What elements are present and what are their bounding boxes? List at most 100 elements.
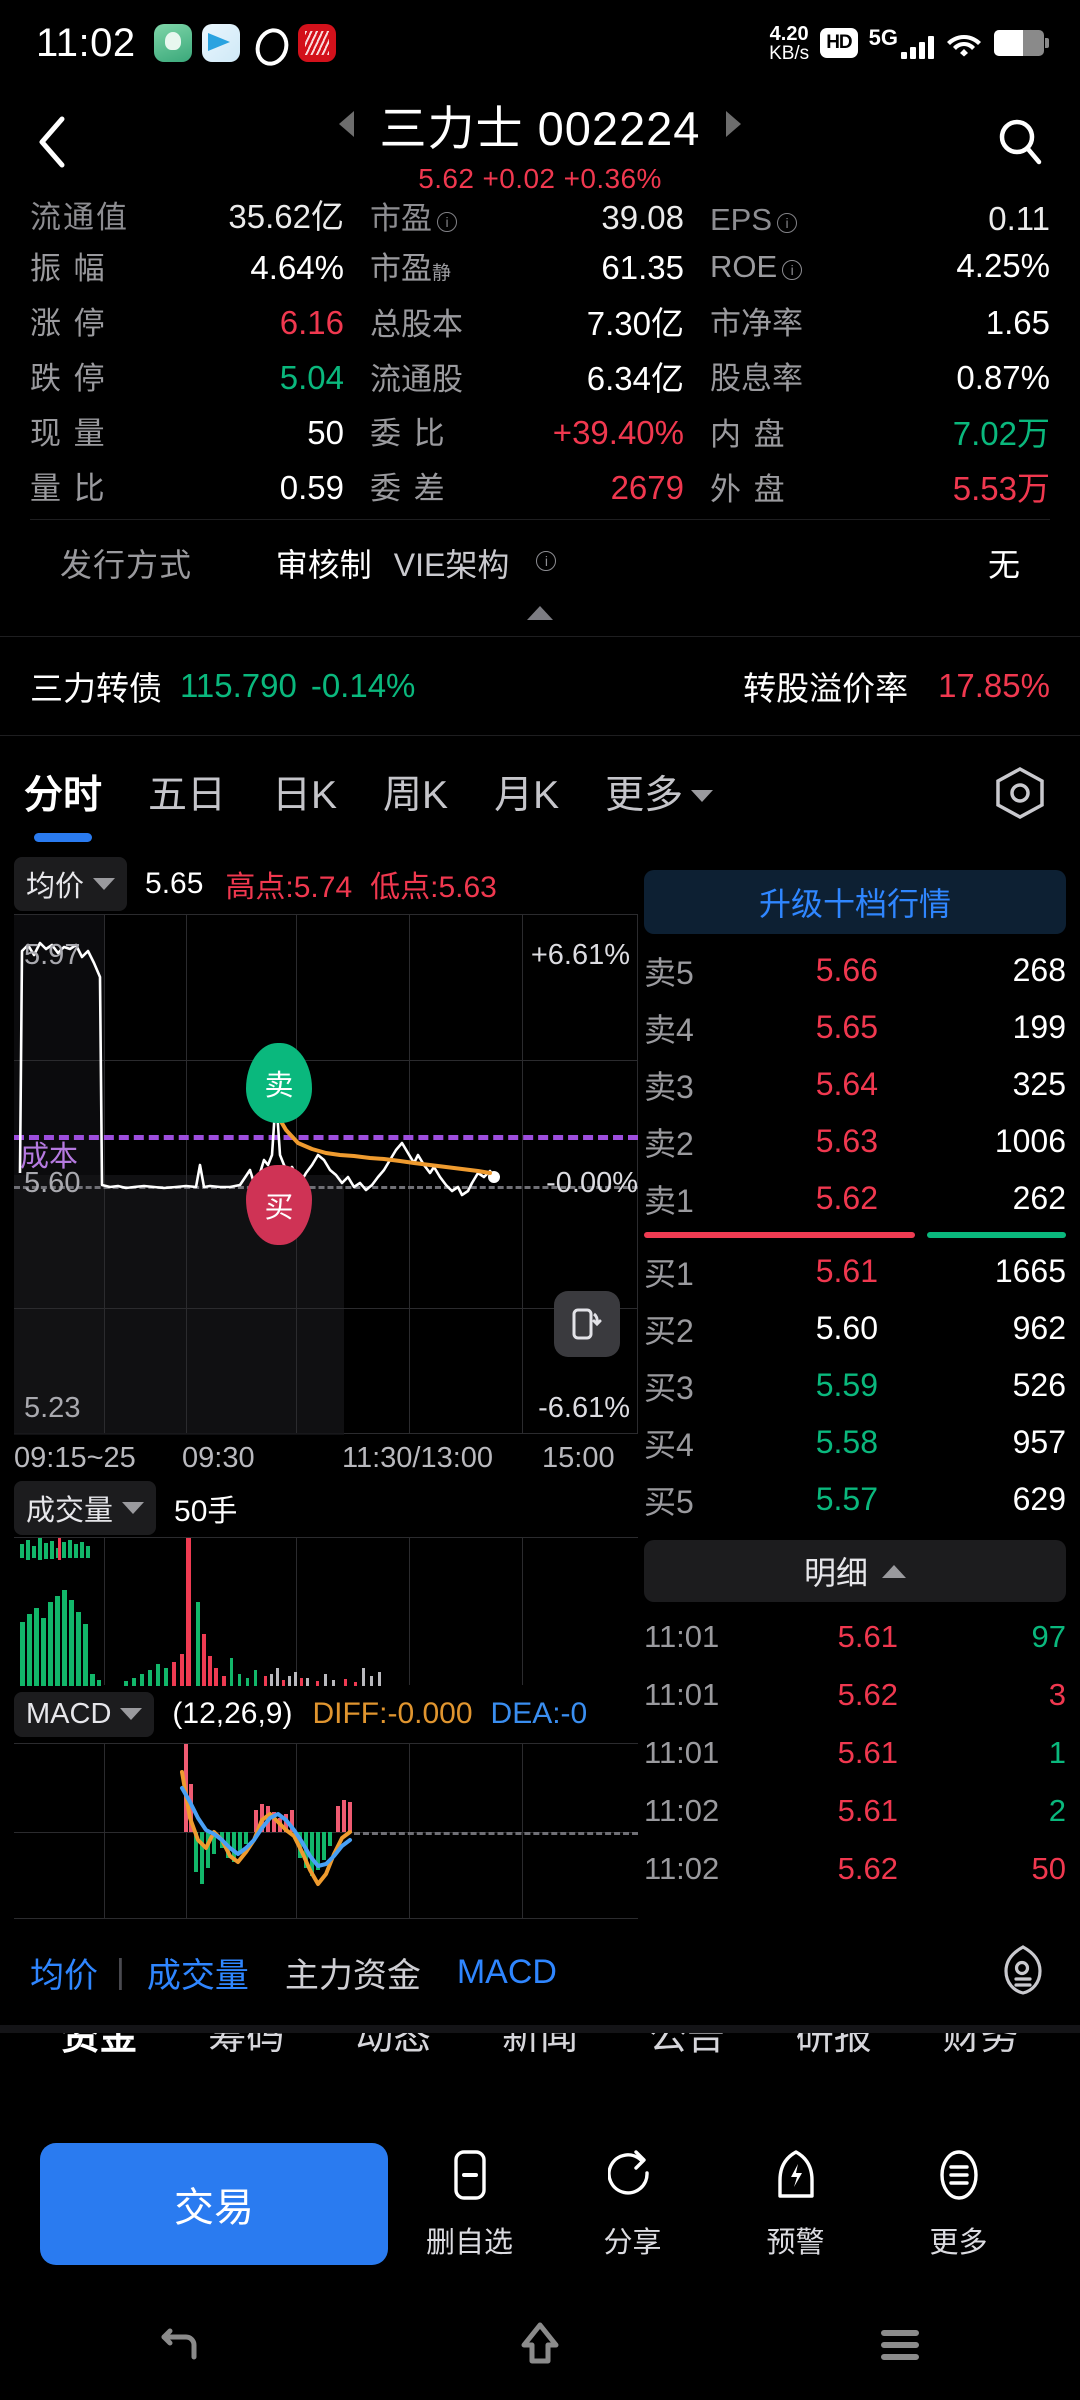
bid-row[interactable]: 买2 5.60 962 [644,1300,1066,1357]
content-tabs: 资金 筹码 动态 新闻 公告 研报 财务 [0,2033,1080,2107]
x-tick: 11:30/13:00 [342,1442,494,1474]
tab-yuek[interactable]: 月K [494,774,560,817]
stat-label: 市盈 [370,201,432,236]
info-icon[interactable]: i [437,212,457,232]
macd-chip[interactable]: MACD [14,1691,155,1737]
bid-price: 5.60 [815,1310,878,1346]
volume-plot[interactable] [14,1537,638,1686]
stat-cell: 流通股 6.34亿 [370,352,710,400]
content-tab-news[interactable]: 新闻 [502,2033,579,2058]
indicator-settings-icon[interactable] [996,1943,1050,2002]
buy-marker-badge[interactable]: 买 [246,1165,312,1245]
stat-cell: 流通值 35.62亿 [30,194,370,238]
detail-toggle-button[interactable]: 明细 [644,1540,1066,1602]
header-center: 三力士 002224 5.62 +0.02 +0.36% [96,90,984,195]
stat-cell: 跌 停 5.04 [30,353,370,398]
chart-settings-icon[interactable] [992,765,1048,826]
ask-price: 5.62 [815,1180,878,1216]
android-home-icon[interactable] [360,2319,720,2371]
tab-zhouk[interactable]: 周K [383,774,449,817]
bid-qty: 957 [1012,1424,1066,1460]
info-icon[interactable]: i [782,259,803,280]
indicator-volume[interactable]: 成交量 [146,1956,249,1995]
content-tab-chips[interactable]: 筹码 [208,2033,285,2058]
search-icon[interactable] [984,116,1046,168]
issue-mid: 审核制 VIE架构 i [276,540,557,586]
detail-row: 11:01 5.61 1 [644,1724,1066,1782]
content-tab-financials[interactable]: 财务 [942,2033,1019,2058]
tab-wuri[interactable]: 五日 [148,774,227,817]
info-icon[interactable]: i [536,551,557,571]
macd-plot[interactable] [14,1743,638,1919]
header-change: +0.02 [482,162,556,194]
chevron-down-icon [122,1502,145,1514]
detail-price: 5.62 [837,1677,898,1712]
rotate-screen-icon[interactable] [554,1291,620,1357]
avg-price-value: 5.65 [145,867,204,900]
tab-rik[interactable]: 日K [272,774,338,817]
ask-row[interactable]: 卖3 5.64 325 [644,1056,1066,1113]
signal-icon: 5G [869,27,934,59]
content-tab-research[interactable]: 研报 [795,2033,872,2058]
ask-row[interactable]: 卖2 5.63 1006 [644,1113,1066,1170]
avg-price-chip[interactable]: 均价 [14,857,128,911]
tab-fenshi[interactable]: 分时 [24,764,102,826]
content-tab-dynamic[interactable]: 动态 [355,2033,432,2058]
collapse-caret-icon[interactable] [527,606,553,620]
hd-icon: HD [820,28,858,58]
indicator-main-funds[interactable]: 主力资金 [284,1956,421,1995]
trade-button[interactable]: 交易 [40,2143,388,2265]
remove-watchlist-button[interactable]: 删自选 [388,2148,551,2261]
indicator-avg-price[interactable]: 均价 [30,1956,98,1995]
prev-stock-icon[interactable] [338,111,354,137]
info-icon[interactable]: i [777,213,798,233]
stat-label: 现 量 [30,416,107,451]
macd-dea: DEA:-0 [490,1697,588,1730]
stat-value: 0.11 [988,200,1050,237]
macd-params: (12,26,9) [172,1697,293,1730]
detail-time: 11:01 [644,1735,720,1770]
bond-change-pct: -0.14% [310,667,416,704]
opera-app-icon [249,24,288,62]
sell-marker-badge[interactable]: 卖 [246,1043,312,1123]
ask-price: 5.65 [815,1009,878,1045]
volume-chip[interactable]: 成交量 [14,1481,157,1535]
stat-value: 7.30亿 [586,304,684,342]
android-back-icon[interactable] [0,2321,360,2369]
indicator-macd[interactable]: MACD [456,1952,557,1991]
axis-top-price: 5.97 [24,939,81,971]
content-tab-funds[interactable]: 资金 [61,2033,138,2058]
android-recents-icon[interactable] [720,2323,1080,2367]
chart-x-axis: 09:15~25 09:30 11:30/13:00 15:00 [14,1442,638,1475]
ask-level: 卖3 [644,1068,694,1105]
alert-icon [771,2148,821,2211]
ask-row[interactable]: 卖5 5.66 268 [644,942,1066,999]
bid-row[interactable]: 买1 5.61 1665 [644,1243,1066,1300]
bid-row[interactable]: 买5 5.57 629 [644,1471,1066,1528]
tab-more[interactable]: 更多 [605,764,714,826]
status-app-icons [153,24,336,62]
ask-row[interactable]: 卖4 5.65 199 [644,999,1066,1056]
price-plot[interactable]: 5.97 5.60 5.23 成本 +6.61% -0.00% -6.61% 卖… [14,914,638,1435]
upgrade-level10-button[interactable]: 升级十档行情 [644,870,1066,934]
back-button[interactable] [34,115,96,169]
bid-row[interactable]: 买4 5.58 957 [644,1414,1066,1471]
bond-price: 115.790 [180,667,297,704]
stat-cell: 现 量 50 [30,408,370,453]
volume-chip-label: 成交量 [26,1495,114,1527]
x-tick: 09:30 [182,1442,255,1474]
ask-row[interactable]: 卖1 5.62 262 [644,1170,1066,1227]
stats-row: 现 量 50 委 比 +39.40% 内 盘 7.02万 [30,403,1050,458]
next-stock-icon[interactable] [726,111,742,137]
detail-qty: 97 [1031,1619,1066,1654]
issue-value: 审核制 [275,547,372,583]
share-button[interactable]: 分享 [551,2148,714,2261]
more-button[interactable]: 更多 [877,2148,1040,2261]
stat-value: 0.59 [279,469,344,506]
stat-cell: 市盈静 61.35 [370,243,710,288]
content-tab-announcements[interactable]: 公告 [648,2033,725,2058]
bid-level: 买3 [644,1369,694,1406]
bid-row[interactable]: 买3 5.59 526 [644,1357,1066,1414]
convertible-bond-bar[interactable]: 三力转债 115.790 -0.14% 转股溢价率 17.85% [0,636,1080,736]
alert-button[interactable]: 预警 [714,2148,877,2261]
